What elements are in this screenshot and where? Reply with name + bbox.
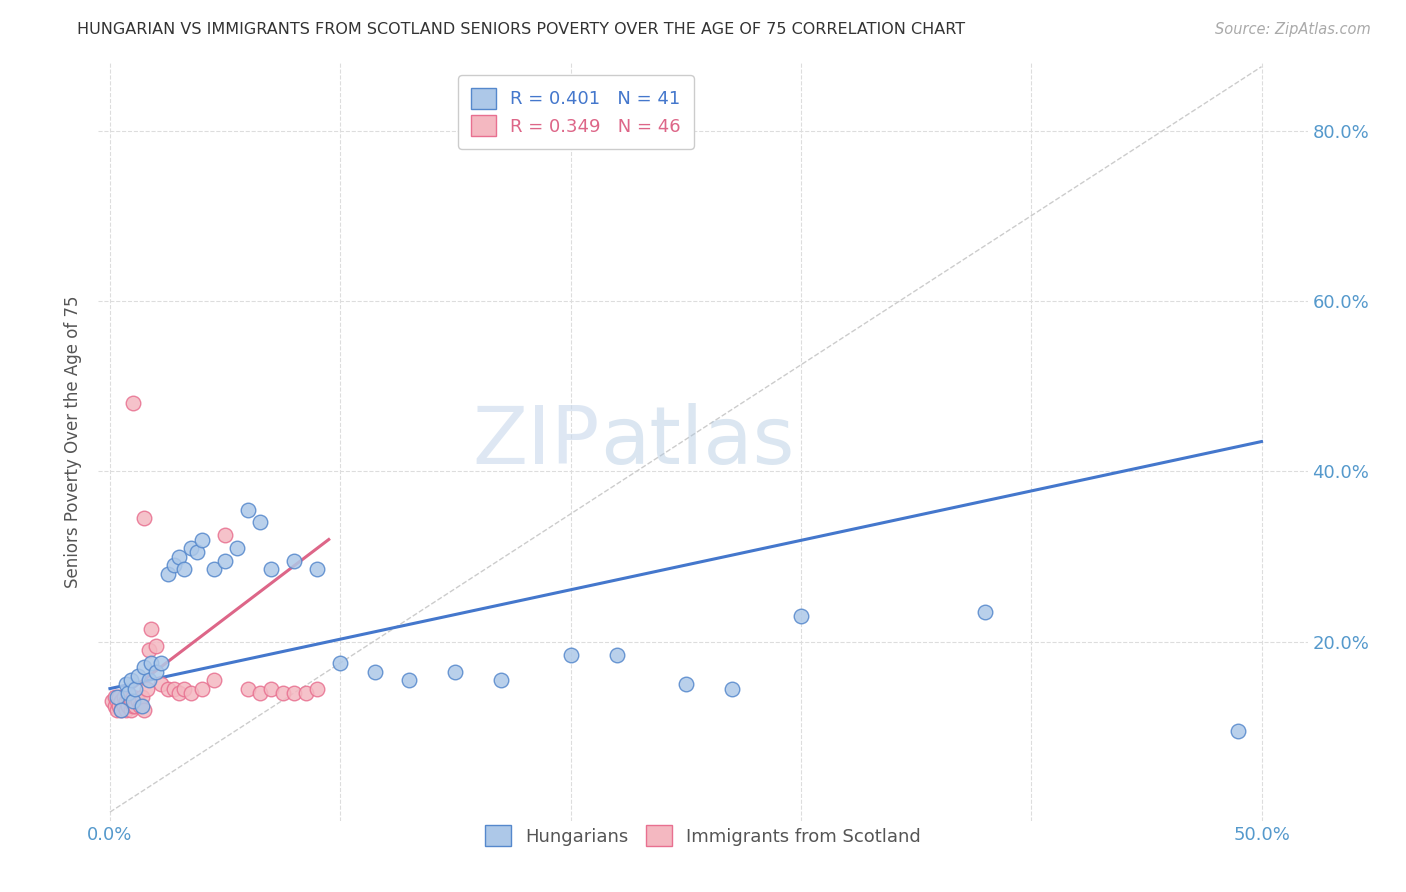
Point <box>307 562 329 576</box>
Point <box>260 562 283 576</box>
Point <box>112 698 135 713</box>
Point <box>105 690 128 705</box>
Point <box>141 656 163 670</box>
Point <box>127 694 149 708</box>
Point <box>236 502 259 516</box>
Point <box>108 690 131 705</box>
Point <box>149 656 172 670</box>
Point <box>135 681 157 696</box>
Point <box>122 698 145 713</box>
Point <box>117 686 139 700</box>
Point <box>103 698 125 713</box>
Point <box>173 681 195 696</box>
Point <box>173 562 195 576</box>
Point <box>214 528 236 542</box>
Point <box>124 698 146 713</box>
Point <box>141 622 163 636</box>
Legend: Hungarians, Immigrants from Scotland: Hungarians, Immigrants from Scotland <box>478 818 928 854</box>
Point <box>156 681 179 696</box>
Point <box>134 703 156 717</box>
Point <box>138 673 160 687</box>
Point <box>364 665 387 679</box>
Point <box>307 681 329 696</box>
Point <box>790 609 813 624</box>
Point <box>191 681 214 696</box>
Point <box>163 681 186 696</box>
Point <box>103 690 125 705</box>
Point <box>156 566 179 581</box>
Point <box>149 677 172 691</box>
Point <box>675 677 697 691</box>
Point <box>186 545 208 559</box>
Point <box>294 686 316 700</box>
Point <box>202 673 225 687</box>
Point <box>122 694 145 708</box>
Text: atlas: atlas <box>600 402 794 481</box>
Point <box>131 690 153 705</box>
Point <box>249 686 271 700</box>
Point <box>329 656 352 670</box>
Point <box>105 694 128 708</box>
Point <box>134 511 156 525</box>
Point <box>120 703 142 717</box>
Point <box>127 669 149 683</box>
Point <box>145 665 167 679</box>
Point <box>167 686 190 700</box>
Point <box>202 562 225 576</box>
Point <box>180 686 202 700</box>
Point <box>167 549 190 564</box>
Point <box>720 681 742 696</box>
Point <box>145 639 167 653</box>
Point <box>117 698 139 713</box>
Point <box>112 690 135 705</box>
Point <box>110 703 132 717</box>
Point <box>134 660 156 674</box>
Point <box>214 554 236 568</box>
Point <box>191 533 214 547</box>
Text: ZIP: ZIP <box>472 402 600 481</box>
Point <box>163 558 186 572</box>
Point <box>110 694 132 708</box>
Point <box>124 681 146 696</box>
Point <box>131 698 153 713</box>
Point <box>115 694 138 708</box>
Point <box>249 516 271 530</box>
Point <box>117 690 139 705</box>
Point <box>560 648 582 662</box>
Point <box>236 681 259 696</box>
Point <box>974 605 997 619</box>
Point <box>444 665 467 679</box>
Point <box>138 643 160 657</box>
Point <box>491 673 513 687</box>
Text: HUNGARIAN VS IMMIGRANTS FROM SCOTLAND SENIORS POVERTY OVER THE AGE OF 75 CORRELA: HUNGARIAN VS IMMIGRANTS FROM SCOTLAND SE… <box>77 22 966 37</box>
Point <box>110 703 132 717</box>
Point <box>120 673 142 687</box>
Point <box>122 690 145 705</box>
Point <box>105 703 128 717</box>
Point <box>606 648 628 662</box>
Point <box>115 703 138 717</box>
Point <box>115 677 138 691</box>
Point <box>101 694 124 708</box>
Point <box>108 698 131 713</box>
Point <box>1227 724 1250 739</box>
Y-axis label: Seniors Poverty Over the Age of 75: Seniors Poverty Over the Age of 75 <box>65 295 83 588</box>
Point <box>120 694 142 708</box>
Point <box>128 698 150 713</box>
Point <box>283 554 305 568</box>
Point <box>271 686 294 700</box>
Point <box>283 686 305 700</box>
Point <box>225 541 247 555</box>
Text: Source: ZipAtlas.com: Source: ZipAtlas.com <box>1215 22 1371 37</box>
Point <box>260 681 283 696</box>
Point <box>180 541 202 555</box>
Point <box>398 673 420 687</box>
Point <box>122 396 145 410</box>
